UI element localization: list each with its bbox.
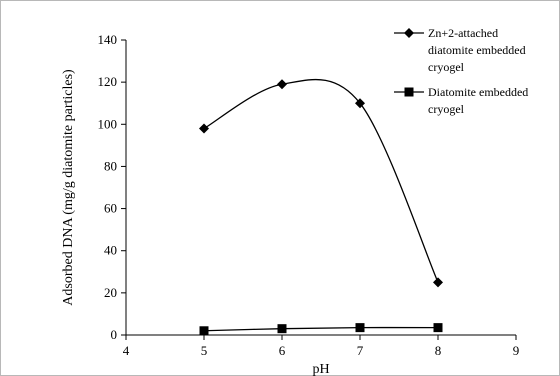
y-tick-label: 100 xyxy=(98,116,118,131)
data-point xyxy=(433,323,443,333)
legend-label: cryogel xyxy=(428,102,465,116)
series-line xyxy=(203,326,439,332)
x-tick-label: 9 xyxy=(513,343,520,358)
series-line xyxy=(203,78,439,283)
data-point xyxy=(199,123,209,134)
data-point xyxy=(199,326,209,336)
legend-label: Diatomite embedded xyxy=(428,85,528,99)
data-point xyxy=(355,98,365,109)
y-tick-label: 20 xyxy=(104,285,117,300)
data-point xyxy=(355,323,365,333)
legend-label: diatomite embedded xyxy=(428,43,526,57)
y-axis-title: Adsorbed DNA (mg/g diatomite particles) xyxy=(61,69,76,306)
data-point xyxy=(277,324,287,334)
legend-swatch-marker xyxy=(404,87,414,97)
data-point xyxy=(433,277,443,288)
y-tick-label: 0 xyxy=(111,327,118,342)
x-tick-label: 8 xyxy=(435,343,442,358)
y-tick-label: 140 xyxy=(98,32,118,47)
x-tick-label: 5 xyxy=(201,343,208,358)
legend-item: Zn+2-attached diatomite embedded cryogel xyxy=(394,26,526,74)
series-1 xyxy=(199,78,443,288)
x-axis-ticks: 4 5 6 7 8 9 xyxy=(123,335,520,358)
series-layer xyxy=(199,78,443,336)
legend-swatch-marker xyxy=(404,28,414,38)
y-tick-label: 120 xyxy=(98,74,118,89)
legend-label: cryogel xyxy=(428,60,465,74)
y-tick-label: 80 xyxy=(104,158,117,173)
y-axis-ticks: 0 20 40 60 80 100 120 140 xyxy=(98,32,126,342)
series-2 xyxy=(199,323,443,336)
x-tick-label: 7 xyxy=(357,343,364,358)
y-tick-label: 40 xyxy=(104,243,117,258)
legend-item: Diatomite embedded cryogel xyxy=(394,85,528,116)
data-point xyxy=(277,79,287,90)
x-tick-label: 6 xyxy=(279,343,286,358)
x-axis-title: pH xyxy=(312,362,329,376)
x-tick-label: 4 xyxy=(123,343,130,358)
y-tick-label: 60 xyxy=(104,201,117,216)
axes xyxy=(125,40,516,336)
legend-label: Zn+2-attached xyxy=(428,26,498,40)
